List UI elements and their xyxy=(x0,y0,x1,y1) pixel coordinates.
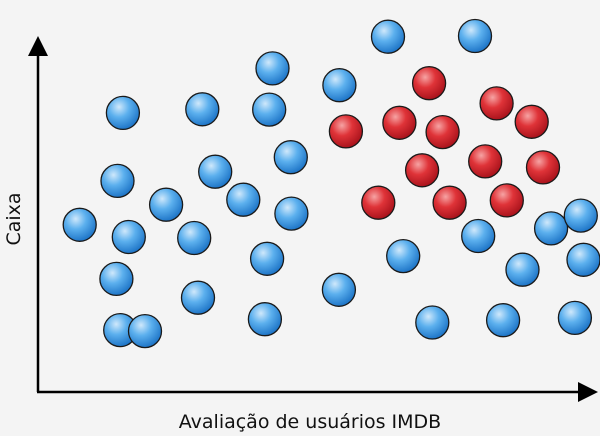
blue-point-12 xyxy=(226,182,261,217)
blue-point-31 xyxy=(557,300,593,336)
x-axis-label: Avaliação de usuários IMDB xyxy=(179,411,441,432)
blue-point-19 xyxy=(321,272,357,307)
red-point-11 xyxy=(489,183,524,218)
red-point-3 xyxy=(425,114,460,150)
blue-point-14 xyxy=(255,51,290,86)
blue-point-29 xyxy=(563,198,598,233)
blue-point-18 xyxy=(247,302,283,337)
red-point-8 xyxy=(525,150,561,185)
red-point-5 xyxy=(328,114,364,149)
blue-point-21 xyxy=(370,19,406,54)
blue-point-8 xyxy=(177,220,212,256)
blue-point-13 xyxy=(252,92,287,127)
blue-point-2 xyxy=(99,261,134,297)
blue-point-4 xyxy=(111,219,146,255)
blue-point-25 xyxy=(461,218,496,254)
blue-point-20 xyxy=(322,68,357,103)
blue-point-24 xyxy=(457,18,493,54)
red-point-2 xyxy=(382,105,417,140)
y-axis-label: Caixa xyxy=(3,192,25,245)
blue-point-10 xyxy=(185,92,220,127)
blue-point-17 xyxy=(249,241,285,276)
blue-point-27 xyxy=(505,252,540,287)
blue-point-23 xyxy=(415,305,450,340)
blue-point-6 xyxy=(105,95,141,131)
blue-point-26 xyxy=(485,303,521,338)
axes xyxy=(28,36,598,402)
red-point-9 xyxy=(361,185,396,220)
red-point-4 xyxy=(514,104,549,139)
blue-point-5 xyxy=(100,163,135,199)
blue-point-7 xyxy=(148,187,184,222)
red-point-7 xyxy=(468,144,503,179)
blue-point-11 xyxy=(198,154,233,189)
blue-point-1 xyxy=(127,313,163,349)
blue-point-15 xyxy=(273,140,308,175)
blue-point-22 xyxy=(386,238,421,274)
blue-point-9 xyxy=(180,280,216,315)
blue-point-16 xyxy=(274,196,309,231)
red-point-0 xyxy=(411,66,447,101)
blue-point-30 xyxy=(566,242,600,277)
red-point-10 xyxy=(432,185,467,220)
blue-point-3 xyxy=(62,207,97,242)
blue-point-28 xyxy=(533,211,569,246)
red-point-6 xyxy=(404,153,440,188)
red-point-1 xyxy=(479,86,514,121)
data-points xyxy=(62,18,600,349)
